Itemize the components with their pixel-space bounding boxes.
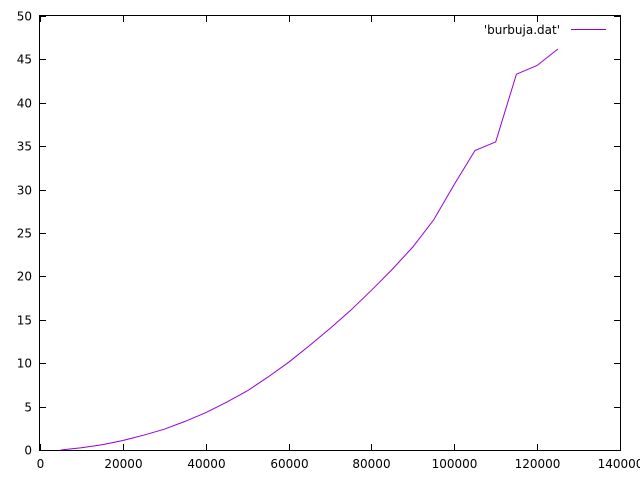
y-tick-label: 40 xyxy=(17,97,32,111)
x-tick-label: 100000 xyxy=(432,457,478,471)
x-tick-label: 60000 xyxy=(270,457,308,471)
y-tick-label: 20 xyxy=(17,270,32,284)
y-tick-label: 5 xyxy=(24,401,32,415)
series-line xyxy=(60,48,559,451)
x-tick-label: 140000 xyxy=(598,457,640,471)
y-tick-label: 10 xyxy=(17,357,32,371)
x-tick-label: 40000 xyxy=(187,457,225,471)
y-tick-label: 35 xyxy=(17,140,32,154)
x-tick-label: 80000 xyxy=(352,457,390,471)
y-tick-label: 30 xyxy=(17,184,32,198)
legend: 'burbuja.dat' xyxy=(484,23,606,37)
x-axis: 0 20000 40000 60000 80000 100000 120000 140000 xyxy=(37,16,640,471)
x-tick-label: 20000 xyxy=(104,457,142,471)
series-layer xyxy=(60,48,559,451)
y-tick-label: 25 xyxy=(17,227,32,241)
y-axis: 0 5 10 15 20 25 30 35 40 45 50 xyxy=(17,10,620,458)
y-tick-label: 15 xyxy=(17,314,32,328)
y-tick-label: 45 xyxy=(17,53,32,67)
legend-label: 'burbuja.dat' xyxy=(484,23,560,37)
plot-frame xyxy=(39,15,621,451)
y-tick-label: 0 xyxy=(24,444,32,458)
x-tick-label: 120000 xyxy=(515,457,561,471)
y-tick-label: 50 xyxy=(17,10,32,24)
x-tick-label: 0 xyxy=(37,457,45,471)
